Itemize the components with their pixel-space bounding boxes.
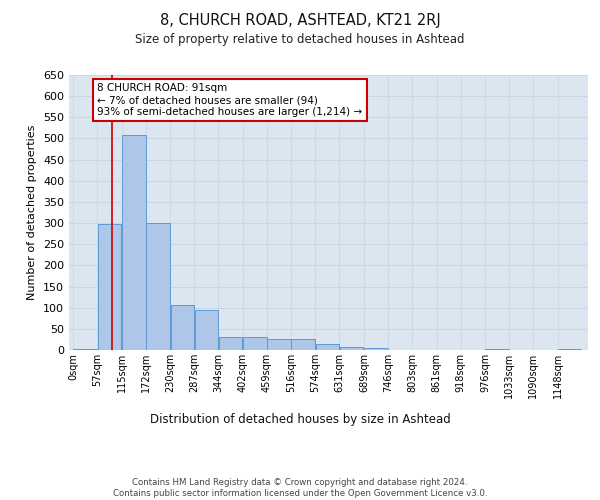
Text: Contains HM Land Registry data © Crown copyright and database right 2024.
Contai: Contains HM Land Registry data © Crown c… — [113, 478, 487, 498]
Bar — [194, 310, 218, 350]
Y-axis label: Number of detached properties: Number of detached properties — [28, 125, 37, 300]
Bar — [316, 344, 339, 350]
Bar — [243, 338, 266, 350]
Text: 8 CHURCH ROAD: 91sqm
← 7% of detached houses are smaller (94)
93% of semi-detach: 8 CHURCH ROAD: 91sqm ← 7% of detached ho… — [97, 84, 362, 116]
Bar — [73, 349, 97, 350]
Bar — [340, 346, 363, 350]
Bar — [146, 223, 170, 350]
Bar — [98, 224, 121, 350]
Bar — [558, 348, 581, 350]
Text: Distribution of detached houses by size in Ashtead: Distribution of detached houses by size … — [149, 412, 451, 426]
Text: 8, CHURCH ROAD, ASHTEAD, KT21 2RJ: 8, CHURCH ROAD, ASHTEAD, KT21 2RJ — [160, 12, 440, 28]
Bar — [364, 348, 388, 350]
Bar — [170, 304, 194, 350]
Bar — [485, 348, 509, 350]
Bar — [267, 338, 291, 350]
Bar — [291, 340, 315, 350]
Bar — [122, 136, 146, 350]
Bar — [218, 338, 242, 350]
Text: Size of property relative to detached houses in Ashtead: Size of property relative to detached ho… — [135, 32, 465, 46]
